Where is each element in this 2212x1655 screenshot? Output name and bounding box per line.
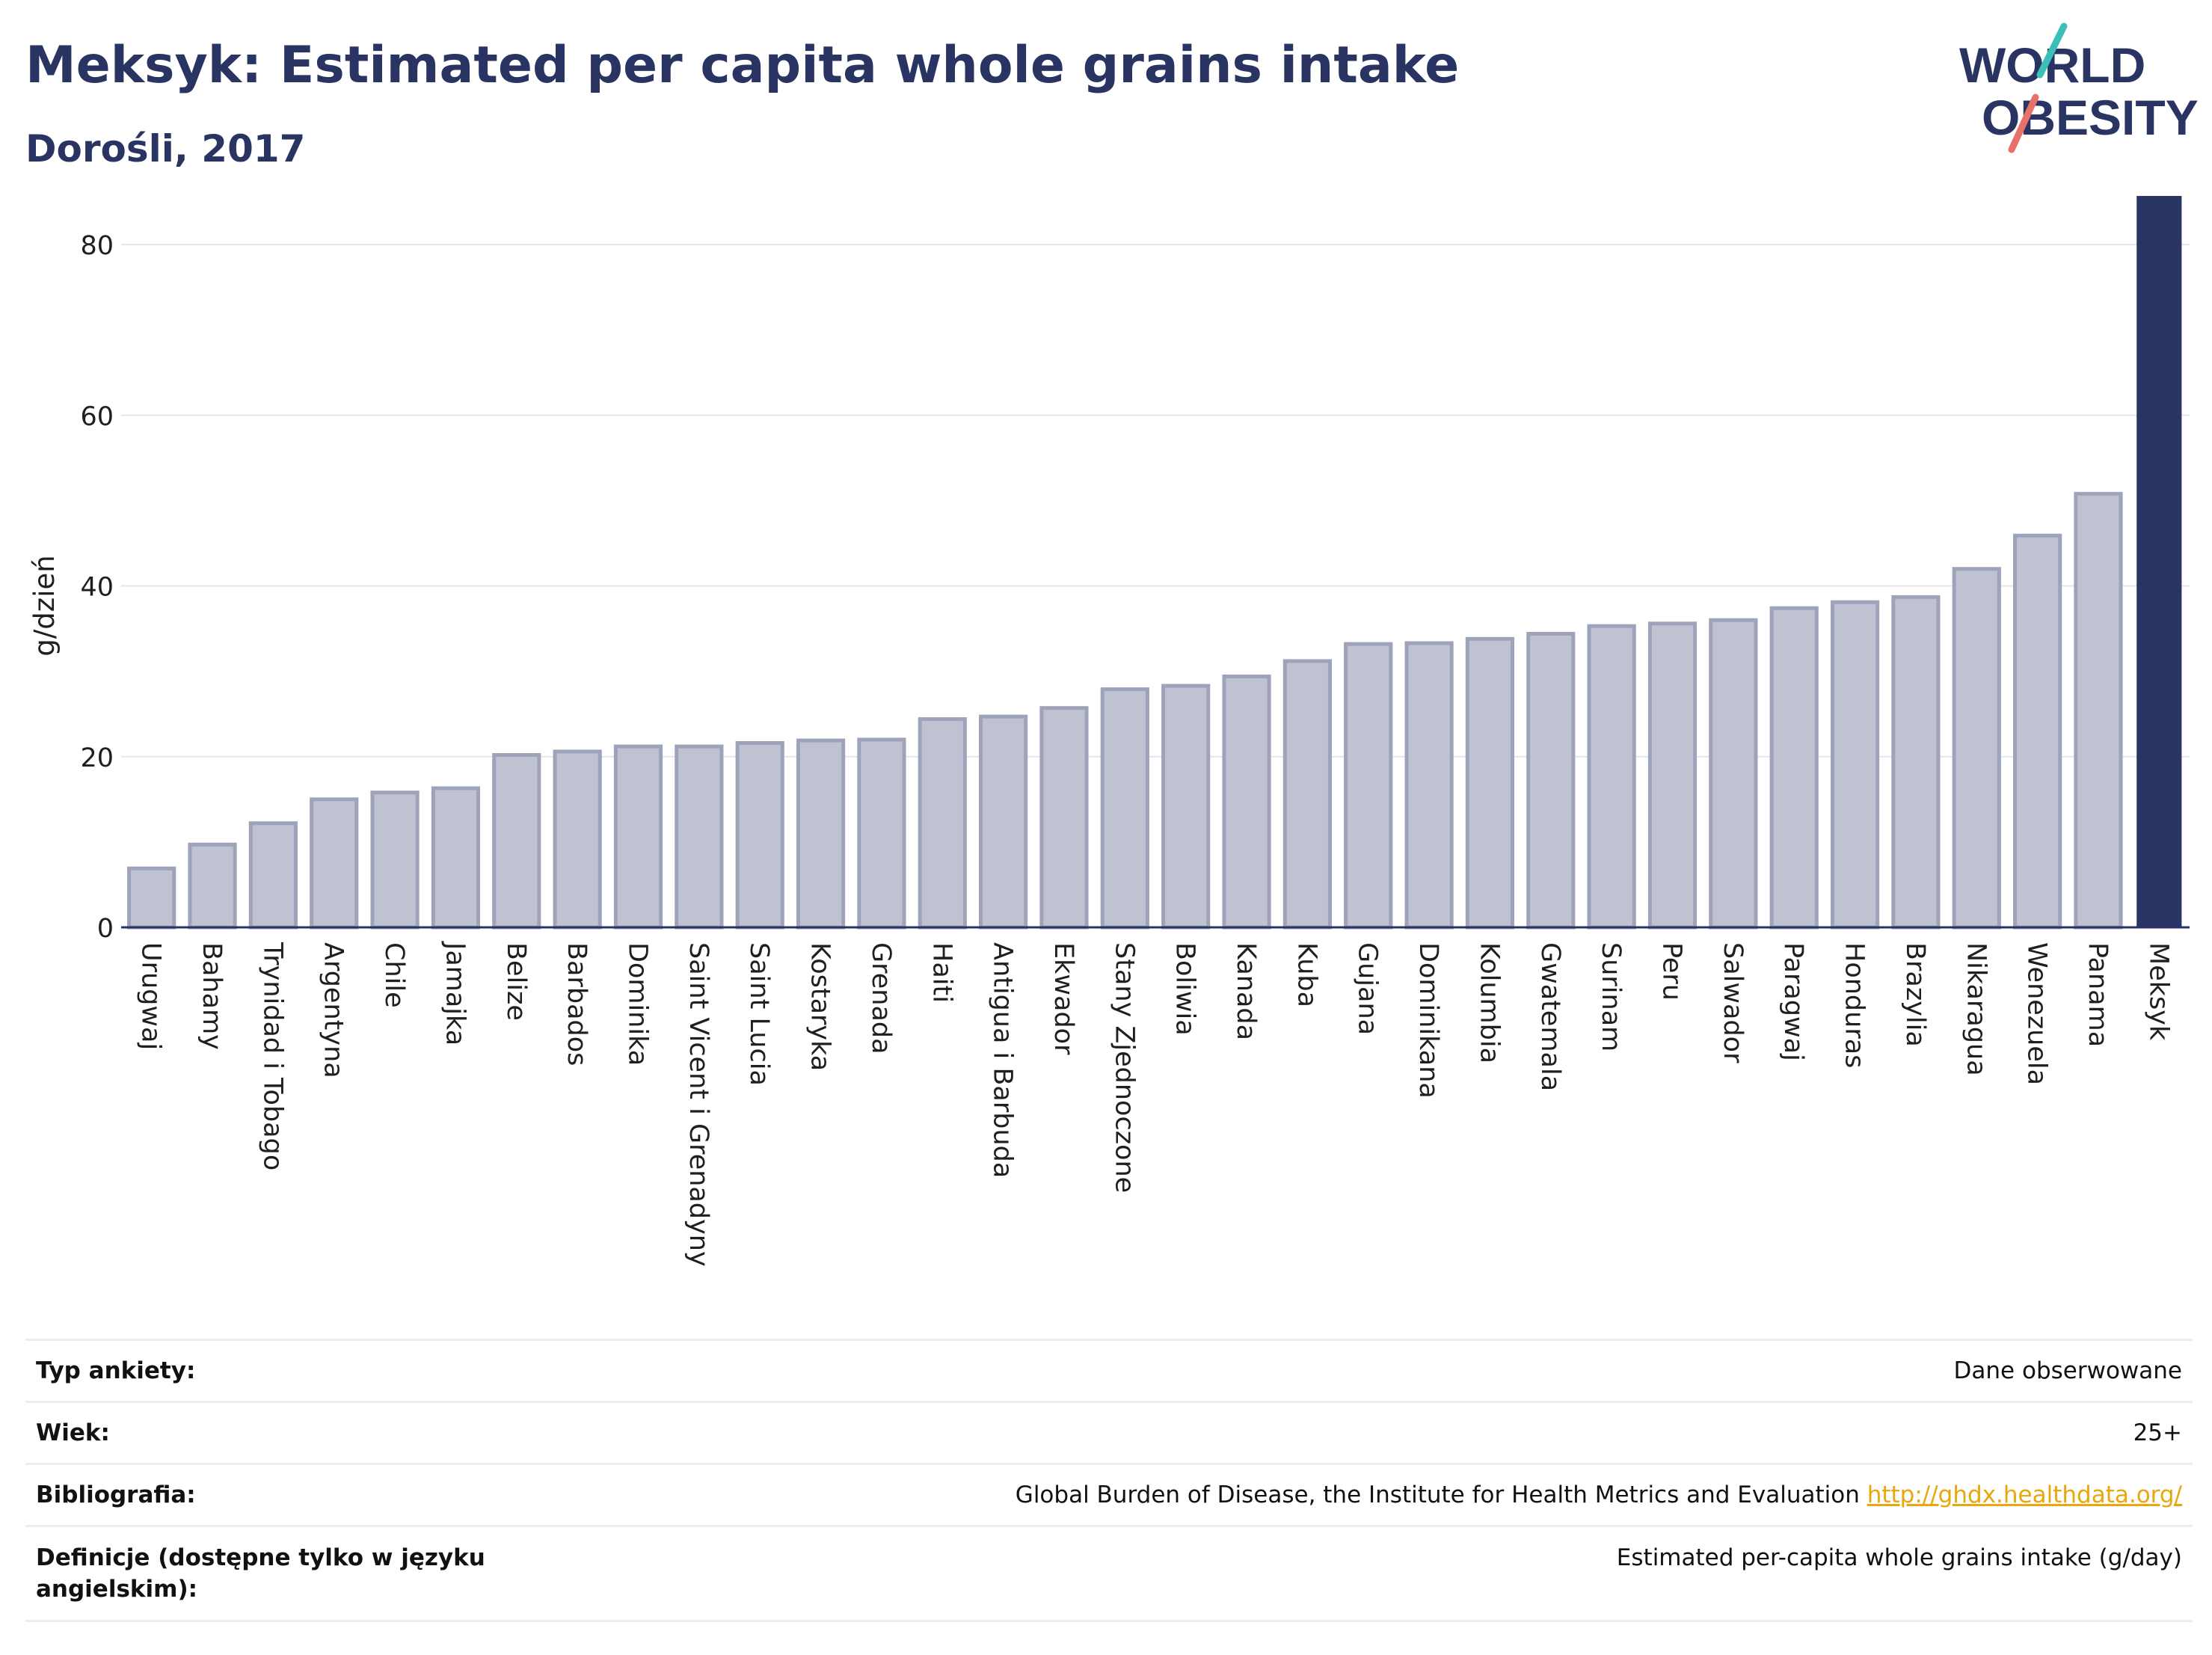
x-tick-label: Saint Vicent i Grenadyny	[683, 942, 713, 1267]
bar-stany-zjednoczone	[1100, 687, 1149, 930]
x-tick-label: Belize	[501, 942, 531, 1021]
x-tick-label: Saint Lucia	[744, 942, 774, 1086]
x-tick-label: Dominika	[623, 942, 653, 1066]
bar-gujana	[1344, 642, 1393, 930]
bar-argentyna	[310, 797, 359, 930]
x-tick-label: Paragwaj	[1778, 942, 1808, 1061]
x-tick-label: Peru	[1657, 942, 1687, 1001]
bar-layer	[127, 196, 2182, 930]
info-row-bibliography: Bibliografia: Global Burden of Disease, …	[25, 1463, 2193, 1525]
info-value-bibliography: Global Burden of Disease, the Institute …	[1016, 1479, 2182, 1511]
y-tick-label: 40	[80, 573, 114, 603]
logo-coral-slash	[2008, 93, 2039, 153]
axis-layer: 0 20 40 60 80	[80, 231, 2190, 944]
y-tick-label: 60	[80, 402, 114, 432]
x-tick-label: Surinam	[1596, 942, 1626, 1051]
x-tick-label: Gujana	[1353, 942, 1383, 1035]
y-tick-label: 0	[97, 914, 114, 944]
bar-haiti	[918, 717, 967, 930]
bar-honduras	[1830, 600, 1880, 930]
x-tick-label: Trynidad i Tobago	[257, 942, 287, 1170]
bar-dominika	[613, 744, 663, 930]
x-tick-label: Kuba	[1291, 942, 1321, 1007]
bar-chart: 0 20 40 60 80 Urugwaj Bahamy Trynidad i Tobago…	[28, 196, 2190, 1267]
bar-saint-lucia	[735, 741, 784, 930]
bibliography-text: Global Burden of Disease, the Institute …	[1015, 1481, 1860, 1508]
chart-title: Meksyk: Estimated per capita whole grain…	[25, 36, 1460, 95]
info-table: Typ ankiety: Dane obserwowane Wiek: 25+ …	[25, 1339, 2193, 1622]
x-tick-label: Salwador	[1718, 942, 1748, 1063]
x-tick-label: Honduras	[1840, 942, 1870, 1068]
bar-kanada	[1222, 674, 1271, 930]
bar-kolumbia	[1465, 636, 1515, 930]
x-tick-label: Panama	[2083, 942, 2113, 1047]
chart-subtitle: Dorośli, 2017	[25, 127, 306, 171]
bar-bahamy	[188, 842, 237, 930]
bar-salwador	[1709, 618, 1758, 930]
bar-belize	[492, 752, 541, 930]
info-label-bibliography: Bibliografia:	[36, 1481, 196, 1508]
x-tick-label: Brazylia	[1900, 942, 1930, 1047]
bar-wenezuela	[2013, 533, 2062, 930]
y-axis-label: g/dzień	[28, 555, 61, 656]
x-tick-label: Urugwaj	[136, 942, 166, 1050]
bar-meksyk	[2136, 196, 2182, 927]
x-tick-label: Ekwador	[1048, 942, 1078, 1055]
bar-chile	[370, 790, 420, 930]
bar-panama	[2074, 491, 2123, 930]
info-value-survey-type: Dane obserwowane	[1953, 1357, 2182, 1384]
y-tick-label: 20	[80, 743, 114, 773]
bar-grenada	[857, 737, 906, 930]
bar-kuba	[1282, 659, 1332, 930]
bar-trynidad-i-tobago	[248, 821, 298, 930]
bar-jamajka	[431, 786, 481, 930]
x-tick-label: Gwatemala	[1535, 942, 1565, 1091]
bar-nikaragua	[1952, 567, 2001, 930]
x-tick-label: Kanada	[1231, 942, 1261, 1040]
x-tick-label: Barbados	[562, 942, 592, 1066]
bar-kostaryka	[796, 738, 846, 930]
logo-teal-slash	[2036, 22, 2068, 79]
bar-urugwaj	[127, 866, 176, 930]
bar-saint-vicent-i-grenadyny	[675, 744, 724, 930]
x-tick-label: Bahamy	[197, 942, 227, 1050]
x-tick-label: Kolumbia	[1474, 942, 1504, 1063]
x-tick-label: Chile	[379, 942, 409, 1008]
bibliography-link[interactable]: http://ghdx.healthdata.org/	[1867, 1481, 2182, 1508]
info-row-definitions: Definicje (dostępne tylko w języku angie…	[25, 1525, 2193, 1622]
info-value-age: 25+	[2133, 1419, 2182, 1446]
bar-antigua-i-barbuda	[979, 714, 1028, 930]
info-label-survey-type: Typ ankiety:	[36, 1357, 196, 1384]
info-row-age: Wiek: 25+	[25, 1401, 2193, 1463]
bar-gwatemala	[1526, 631, 1576, 930]
x-tick-label: Grenada	[866, 942, 896, 1054]
info-value-definitions: Estimated per-capita whole grains intake…	[1616, 1544, 2182, 1571]
x-tick-label: Kostaryka	[805, 942, 835, 1071]
x-tick-label: Haiti	[927, 942, 956, 1003]
bar-ekwador	[1039, 706, 1089, 930]
x-tick-label: Argentyna	[319, 942, 348, 1078]
bar-paragwaj	[1769, 606, 1819, 930]
info-label-age: Wiek:	[36, 1419, 110, 1446]
world-obesity-logo: WORLD OBESITY	[1959, 22, 2199, 153]
label-layer: Urugwaj Bahamy Trynidad i Tobago Argentyna C…	[136, 941, 2174, 1267]
bar-boliwia	[1161, 684, 1211, 930]
bar-dominikana	[1404, 641, 1454, 930]
y-tick-label: 80	[80, 231, 114, 261]
info-label-definitions: Definicje (dostępne tylko w języku angie…	[36, 1544, 485, 1603]
x-tick-label: Jamajka	[440, 941, 470, 1045]
bar-peru	[1647, 621, 1698, 930]
x-tick-label: Boliwia	[1170, 942, 1200, 1036]
x-tick-label: Dominikana	[1413, 942, 1443, 1099]
x-tick-label: Wenezuela	[2022, 942, 2052, 1085]
x-tick-label: Stany Zjednoczone	[1109, 942, 1139, 1193]
bar-surinam	[1587, 624, 1636, 930]
info-row-survey-type: Typ ankiety: Dane obserwowane	[25, 1339, 2193, 1401]
x-tick-label: Antigua i Barbuda	[988, 942, 1018, 1178]
x-tick-label: Nikaragua	[1961, 942, 1991, 1076]
bar-brazylia	[1891, 595, 1941, 930]
x-tick-label: Meksyk	[2143, 942, 2173, 1041]
bar-barbados	[553, 749, 602, 930]
